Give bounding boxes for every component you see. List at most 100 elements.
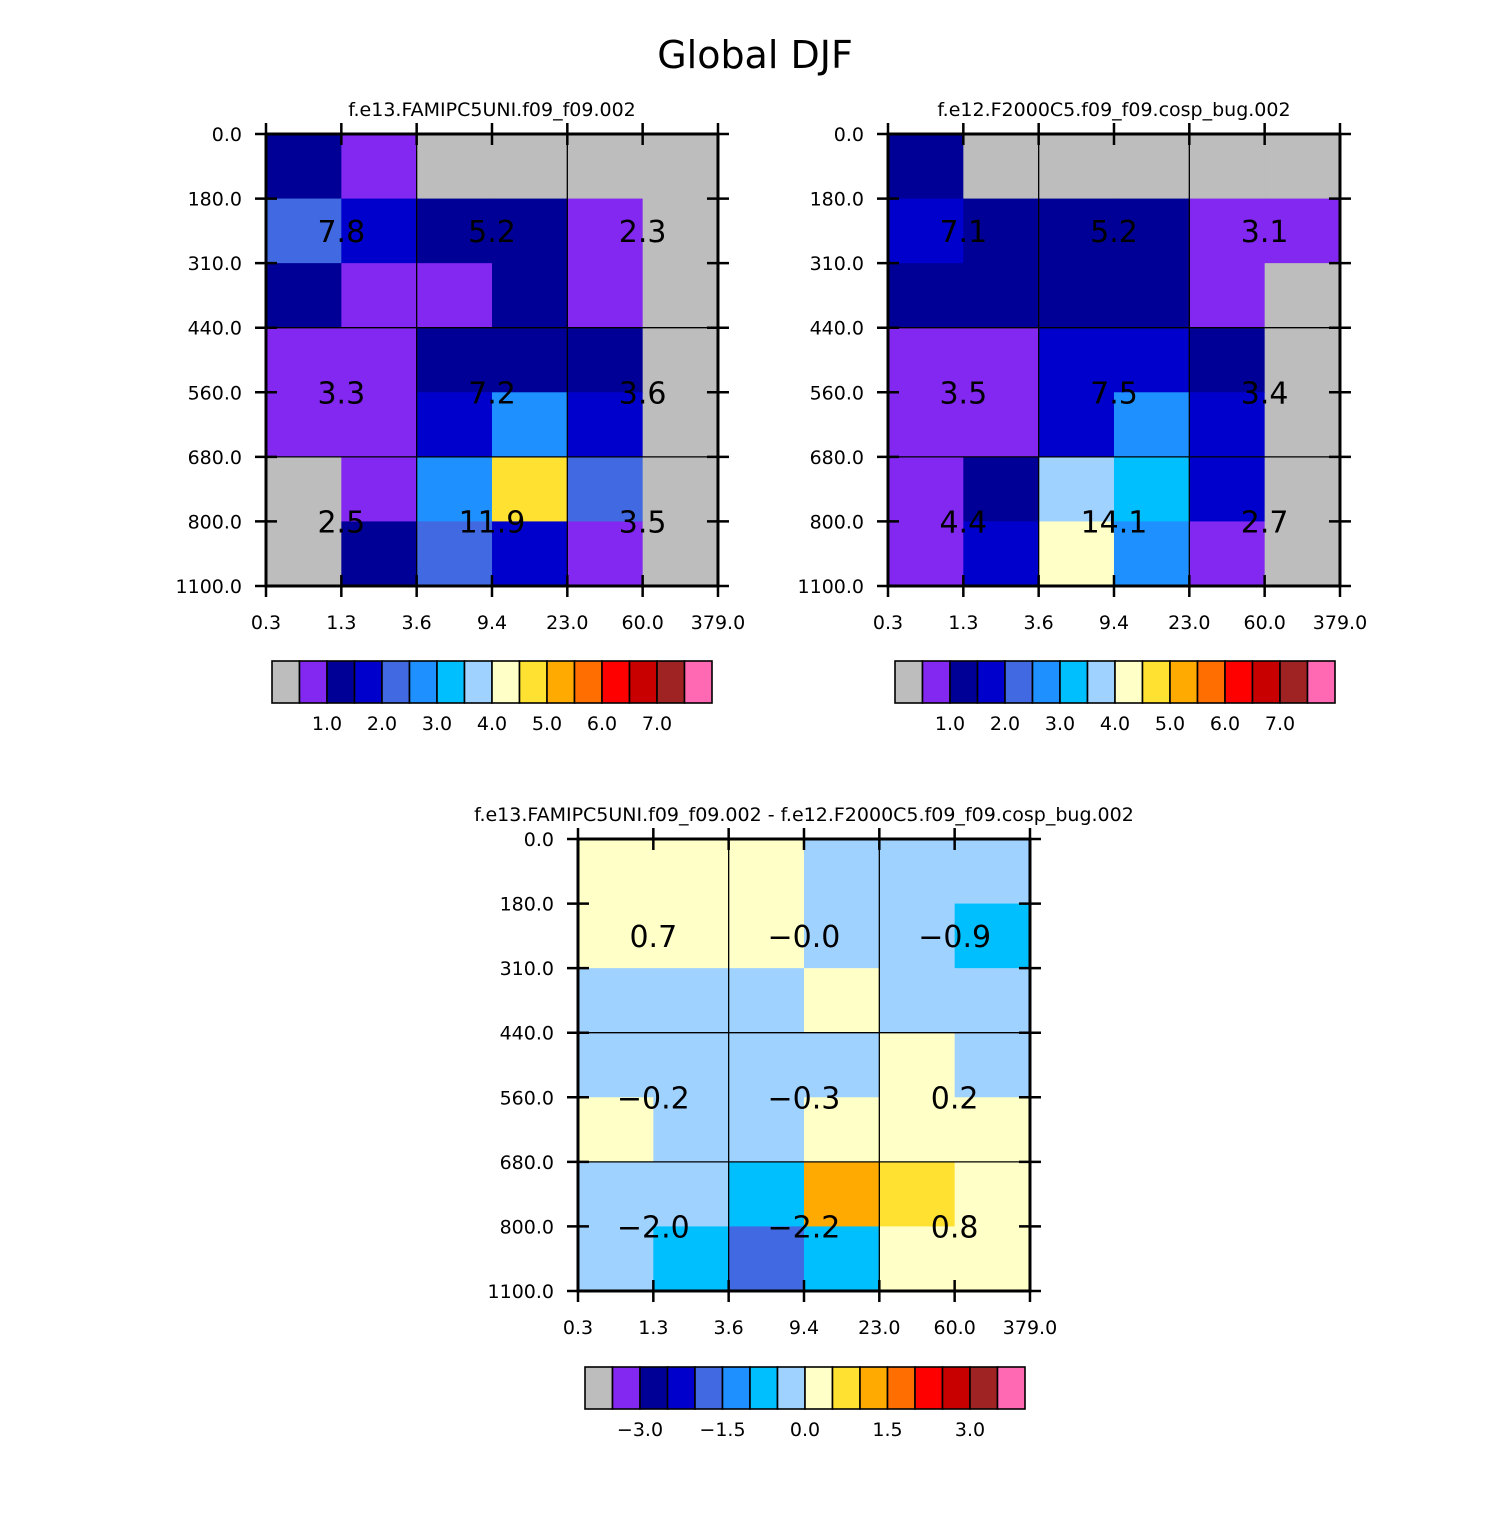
heatmap-cell xyxy=(728,1161,805,1228)
colorbar-swatch xyxy=(859,1366,889,1410)
heatmap-cell xyxy=(803,839,880,905)
colorbar-swatch xyxy=(463,660,493,704)
heatmap-cell xyxy=(803,1032,880,1098)
heatmap-cell xyxy=(879,1032,956,1098)
colorbar-swatch xyxy=(1279,660,1309,704)
y-tick-label: 680.0 xyxy=(500,1152,554,1174)
y-tick-label: 680.0 xyxy=(188,447,242,469)
group-value-label: 7.2 xyxy=(468,376,516,411)
colorbar-swatch xyxy=(611,1366,641,1410)
heatmap-cell xyxy=(888,263,964,329)
heatmap-cell xyxy=(1038,198,1115,264)
x-tick-label: 3.6 xyxy=(714,1317,744,1339)
heatmap-cell xyxy=(1038,456,1115,523)
heatmap-cell xyxy=(266,456,342,523)
colorbar-swatch xyxy=(949,660,979,704)
heatmap-cell xyxy=(266,198,342,264)
y-tick-label: 800.0 xyxy=(810,511,864,533)
group-value-label: −0.3 xyxy=(768,1081,841,1116)
heatmap-cell xyxy=(653,1161,730,1228)
colorbar-swatch xyxy=(666,1366,696,1410)
heatmap-cell xyxy=(578,968,654,1034)
colorbar-tick-label: 0.0 xyxy=(790,1419,820,1441)
y-tick-label: 310.0 xyxy=(500,958,554,980)
colorbar-swatch xyxy=(694,1366,724,1410)
y-tick-label: 310.0 xyxy=(188,253,242,275)
heatmap-cell xyxy=(578,1032,654,1098)
colorbar-swatch xyxy=(546,660,576,704)
heatmap-cell xyxy=(642,263,719,329)
y-tick-label: 800.0 xyxy=(500,1216,554,1238)
heatmap-cell xyxy=(728,839,805,905)
panel-title: f.e13.FAMIPC5UNI.f09_f09.002 xyxy=(348,99,636,121)
heatmap-cell xyxy=(803,1097,880,1163)
group-value-label: 3.3 xyxy=(317,376,365,411)
colorbar-swatch xyxy=(996,1366,1026,1410)
heatmap-cell xyxy=(567,134,644,200)
heatmap-cell xyxy=(1113,521,1190,587)
colorbar-swatch xyxy=(1251,660,1281,704)
group-value-label: 3.6 xyxy=(619,376,667,411)
colorbar-swatch xyxy=(1004,660,1034,704)
x-tick-label: 379.0 xyxy=(691,612,745,634)
group-value-label: 7.5 xyxy=(1090,376,1138,411)
colorbar-swatch xyxy=(776,1366,806,1410)
heatmap-cell xyxy=(1264,521,1341,587)
y-tick-label: 180.0 xyxy=(188,189,242,211)
x-tick-label: 3.6 xyxy=(402,612,432,634)
main-title: Global DJF xyxy=(657,33,853,77)
y-tick-label: 560.0 xyxy=(810,382,864,404)
x-tick-label: 379.0 xyxy=(1313,612,1367,634)
colorbar-swatch xyxy=(683,660,713,704)
heatmap-cell xyxy=(266,263,342,329)
x-tick-label: 0.3 xyxy=(873,612,903,634)
heatmap-cell xyxy=(578,903,654,969)
colorbar-swatch xyxy=(969,1366,999,1410)
heatmap-cell xyxy=(416,392,493,458)
colorbar-swatch xyxy=(353,660,383,704)
group-value-label: 3.5 xyxy=(939,376,987,411)
group-value-label: 0.8 xyxy=(931,1210,979,1245)
heatmap-cell xyxy=(491,327,568,393)
colorbar-swatch xyxy=(721,1366,751,1410)
heatmap-cell xyxy=(416,134,493,200)
heatmap-cell xyxy=(578,1226,654,1292)
heatmap-cell xyxy=(491,198,568,264)
x-tick-label: 23.0 xyxy=(1168,612,1210,634)
colorbar-swatch xyxy=(326,660,356,704)
colorbar-swatch xyxy=(518,660,548,704)
colorbar-tick-label: 1.0 xyxy=(935,713,965,735)
group-value-label: −2.2 xyxy=(768,1210,841,1245)
panel-title: f.e13.FAMIPC5UNI.f09_f09.002 - f.e12.F20… xyxy=(474,804,1134,826)
heatmap-cell xyxy=(803,1226,880,1292)
x-tick-label: 1.3 xyxy=(638,1317,668,1339)
heatmap-cell xyxy=(1189,134,1266,200)
heatmap-cell xyxy=(642,392,719,458)
heatmap-cell xyxy=(1189,263,1266,329)
group-value-label: 0.2 xyxy=(931,1081,979,1116)
heatmap-cell xyxy=(963,456,1040,523)
colorbar-swatch xyxy=(1169,660,1199,704)
heatmap-cell xyxy=(963,198,1040,264)
x-tick-label: 0.3 xyxy=(563,1317,593,1339)
heatmap-cell xyxy=(1264,456,1341,523)
heatmap-cell xyxy=(1189,456,1266,523)
colorbar-swatch xyxy=(804,1366,834,1410)
y-tick-label: 180.0 xyxy=(500,894,554,916)
colorbar-swatch xyxy=(1196,660,1226,704)
y-tick-label: 440.0 xyxy=(188,318,242,340)
heatmap-cell xyxy=(963,327,1040,393)
heatmap-cell xyxy=(491,134,568,200)
heatmap-cell xyxy=(954,903,1031,969)
heatmap-cell xyxy=(803,903,880,969)
heatmap-cell xyxy=(1113,134,1190,200)
group-value-label: 3.1 xyxy=(1241,215,1289,250)
y-tick-label: 1100.0 xyxy=(488,1281,554,1303)
heatmap-cell xyxy=(578,1161,654,1228)
colorbar-swatch xyxy=(921,660,951,704)
y-tick-label: 1100.0 xyxy=(176,576,242,598)
colorbar-tick-label: 1.5 xyxy=(872,1419,902,1441)
group-value-label: 3.5 xyxy=(619,505,667,540)
colorbar-swatch xyxy=(408,660,438,704)
heatmap-cell xyxy=(416,263,493,329)
